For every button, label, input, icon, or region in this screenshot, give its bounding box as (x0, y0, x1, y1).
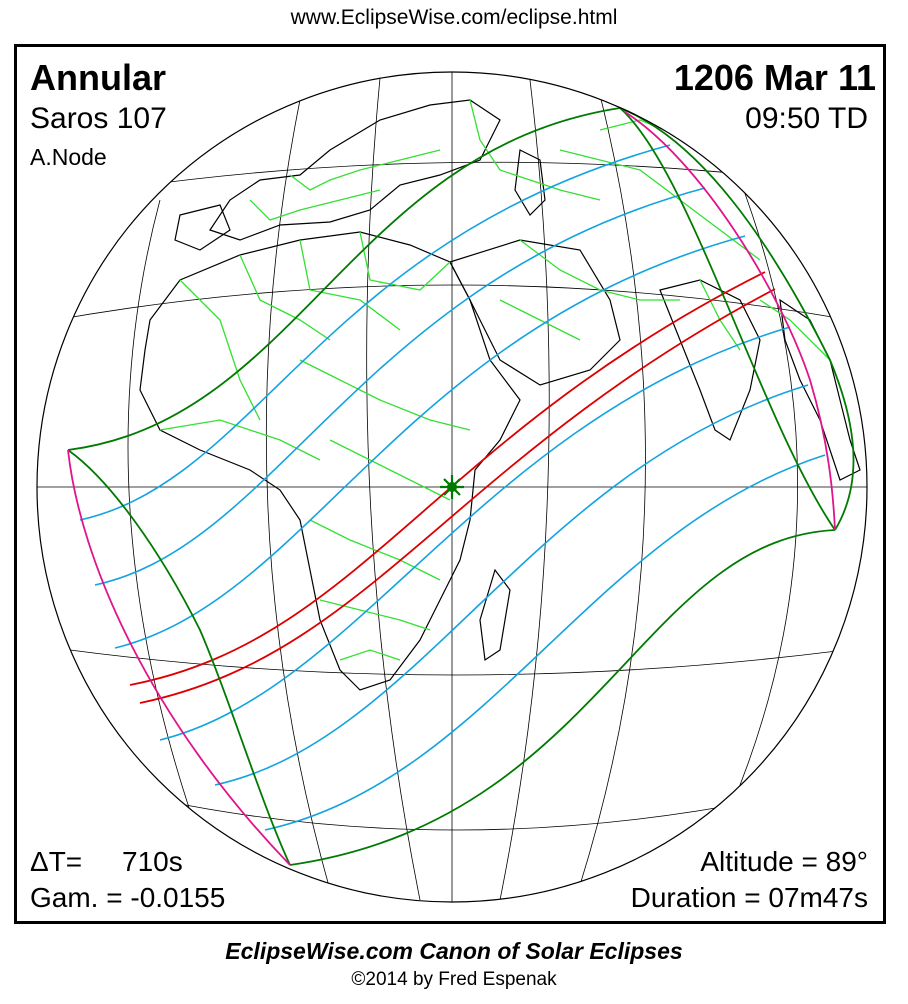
penumbral-limits (67, 107, 855, 866)
arabia-coastline (449, 239, 621, 386)
rise-set-curves (67, 111, 836, 866)
duration-value: Duration = 07m47s (630, 882, 868, 913)
source-url[interactable]: www.EclipseWise.com/eclipse.html (290, 6, 618, 29)
gamma-value: Gam. = -0.0155 (30, 882, 226, 913)
eclipse-date: 1206 Mar 11 (673, 57, 876, 98)
iberia-coastline (174, 204, 231, 251)
europe-coastline (209, 99, 501, 241)
annular-central-path (129, 271, 776, 704)
greatest-eclipse-star-icon (440, 475, 464, 499)
saros-number: Saros 107 (30, 102, 167, 135)
globe-outline (36, 71, 868, 903)
eclipse-time: 09:50 TD (745, 102, 868, 135)
africa-coastline (139, 231, 521, 691)
graticule (37, 72, 867, 902)
node-label: A.Node (30, 144, 107, 170)
madagascar-coastline (479, 568, 511, 662)
delta-t-label: ΔT= (30, 846, 83, 877)
footer-title: EclipseWise.com Canon of Solar Eclipses (225, 938, 683, 964)
country-borders (159, 99, 831, 661)
eclipse-type: Annular (30, 57, 167, 98)
eclipse-map-frame (14, 44, 886, 924)
caspian-coastline (514, 149, 546, 216)
altitude-value: Altitude = 89° (700, 846, 868, 877)
delta-t-value: 710s (122, 846, 183, 877)
eclipse-time-contours (79, 144, 826, 831)
footer-copyright: ©2014 by Fred Espenak (351, 969, 557, 990)
